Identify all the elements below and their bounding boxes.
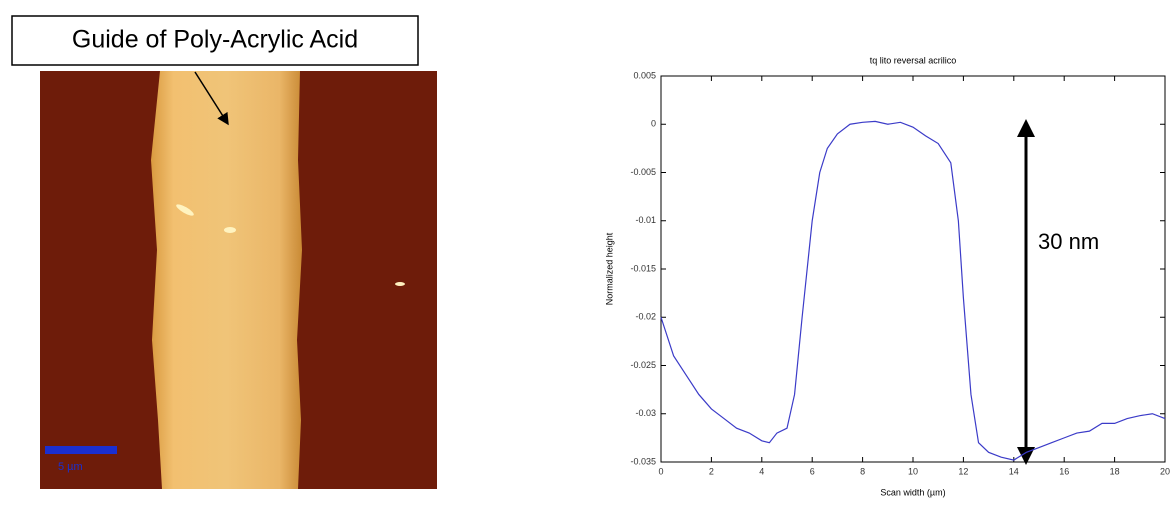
label-box [11,15,419,66]
acid-stripe [151,71,302,489]
y-axis-label: Normalized height [604,232,614,305]
y-tick-label: 0 [651,119,656,129]
y-tick-label: 0.005 [633,70,656,80]
x-tick-label: 20 [1160,466,1170,476]
annotation: 30 nm [1038,229,1099,254]
x-tick-label: 12 [958,466,968,476]
y-tick-label: -0.015 [630,263,656,273]
scale-bar-label: 5 µm [58,461,83,473]
x-tick-label: 0 [658,466,663,476]
x-tick-label: 16 [1059,466,1069,476]
y-tick-label: -0.03 [635,408,656,418]
particle [395,282,405,286]
x-tick-label: 6 [810,466,815,476]
y-tick-label: -0.005 [630,167,656,177]
label-arrow [194,71,229,126]
x-tick-label: 2 [709,466,714,476]
y-tick-label: -0.01 [635,215,656,225]
x-axis-label: Scan width (µm) [880,487,945,497]
image-label: Guide of Poly-Acrylic Acid [72,26,358,54]
chart: tq lito reversal acrilico Scan width (µm… [604,55,1166,497]
y-tick-label: -0.025 [630,360,656,370]
scale-bar [45,446,117,454]
data-line [660,120,1166,461]
x-tick-label: 10 [908,466,918,476]
x-tick-label: 8 [860,466,865,476]
particle [176,204,194,216]
plot-frame [660,75,1166,463]
chart-title: tq lito reversal acrilico [870,55,957,65]
x-tick-label: 18 [1110,466,1120,476]
y-tick-label: -0.035 [630,456,656,466]
x-tick-label: 4 [759,466,764,476]
afm-image: 5 µm [40,71,437,489]
y-tick-label: -0.02 [635,312,656,322]
x-tick-label: 14 [1009,466,1019,476]
particle [224,227,236,233]
